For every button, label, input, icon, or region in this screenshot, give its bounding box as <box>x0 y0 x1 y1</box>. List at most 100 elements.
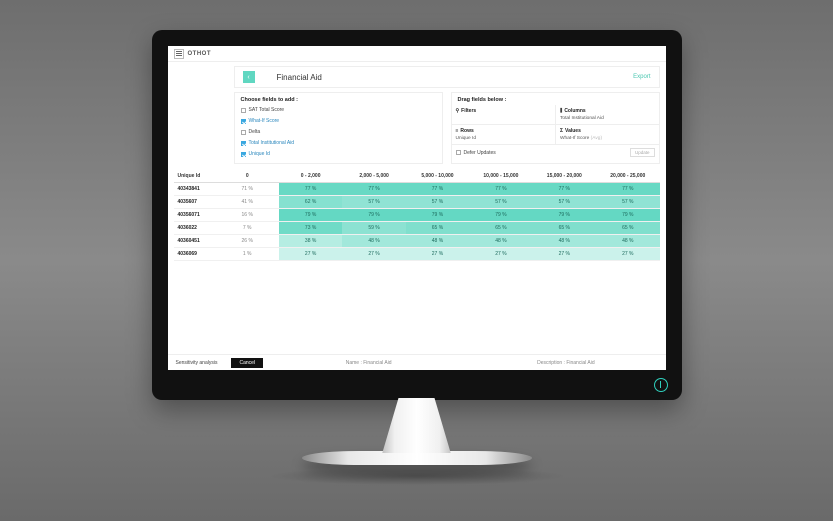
field-item[interactable]: SAT Total Score <box>241 107 436 113</box>
menu-icon[interactable] <box>174 49 184 59</box>
cell[interactable]: 73 % <box>279 222 342 235</box>
cell[interactable]: 57 % <box>342 196 405 209</box>
cell[interactable]: 77 % <box>469 183 532 196</box>
values-icon: Σ <box>560 128 563 134</box>
row-id[interactable]: 40343841 <box>174 183 216 196</box>
cell[interactable]: 79 % <box>279 209 342 222</box>
page-title: Financial Aid <box>263 73 626 82</box>
cell[interactable]: 48 % <box>596 235 659 248</box>
cell[interactable]: 27 % <box>533 248 596 261</box>
cell[interactable]: 27 % <box>469 248 532 261</box>
cell[interactable]: 57 % <box>469 196 532 209</box>
cell[interactable]: 59 % <box>342 222 405 235</box>
drag-panel: Drag fields below : ⚲Filters ⫼Columns To… <box>451 92 660 164</box>
field-label: Total Institutional Aid <box>249 140 295 146</box>
power-icon <box>654 378 668 392</box>
cell[interactable]: 27 % <box>596 248 659 261</box>
fields-panel: Choose fields to add : SAT Total ScoreWh… <box>234 92 443 164</box>
field-label: Delta <box>249 129 261 135</box>
page-header: ‹ Financial Aid Export <box>234 66 660 88</box>
filter-icon: ⚲ <box>456 108 460 114</box>
cell[interactable]: 27 % <box>279 248 342 261</box>
rows-label: Rows <box>460 128 473 134</box>
cell[interactable]: 57 % <box>596 196 659 209</box>
cell[interactable]: 79 % <box>342 209 405 222</box>
cell[interactable]: 77 % <box>533 183 596 196</box>
cell[interactable]: 79 % <box>469 209 532 222</box>
row-id[interactable]: 40356071 <box>174 209 216 222</box>
values-value[interactable]: What-If Score (Avg) <box>560 136 655 141</box>
col-header[interactable]: 10,000 - 15,000 <box>469 170 532 183</box>
rows-icon: ≡ <box>456 128 459 134</box>
name-label: Name : <box>346 360 362 366</box>
columns-label: Columns <box>564 108 585 114</box>
field-item[interactable]: Delta <box>241 129 436 135</box>
cell[interactable]: 57 % <box>533 196 596 209</box>
cell[interactable]: 79 % <box>596 209 659 222</box>
defer-label: Defer Updates <box>464 150 496 156</box>
rows-value[interactable]: Unique Id <box>456 136 552 141</box>
values-label: Values <box>565 128 581 134</box>
brand-label: OTHOT <box>188 51 212 57</box>
cell[interactable]: 62 % <box>279 196 342 209</box>
row-id[interactable]: 40360451 <box>174 235 216 248</box>
filters-label: Filters <box>461 108 476 114</box>
cell[interactable]: 48 % <box>469 235 532 248</box>
col-header[interactable]: 20,000 - 25,000 <box>596 170 659 183</box>
drag-heading: Drag fields below : <box>452 93 659 105</box>
cell[interactable]: 48 % <box>533 235 596 248</box>
cell[interactable]: 48 % <box>342 235 405 248</box>
col-header[interactable]: 0 <box>216 170 279 183</box>
cell[interactable]: 7 % <box>216 222 279 235</box>
field-checkbox[interactable] <box>241 141 246 146</box>
cell[interactable]: 77 % <box>406 183 469 196</box>
field-label: What-If Score <box>249 118 280 124</box>
cell[interactable]: 79 % <box>533 209 596 222</box>
cell[interactable]: 48 % <box>406 235 469 248</box>
col-header[interactable]: 0 - 2,000 <box>279 170 342 183</box>
cell[interactable]: 65 % <box>596 222 659 235</box>
field-checkbox[interactable] <box>241 130 246 135</box>
footer-bar: Sensitivity analysis Cancel Name : Finan… <box>168 354 666 370</box>
cancel-button[interactable]: Cancel <box>231 358 263 368</box>
chevron-left-icon: ‹ <box>247 74 249 81</box>
cell[interactable]: 65 % <box>406 222 469 235</box>
field-item[interactable]: What-If Score <box>241 118 436 124</box>
cell[interactable]: 65 % <box>469 222 532 235</box>
col-header[interactable]: 2,000 - 5,000 <box>342 170 405 183</box>
col-header[interactable]: 15,000 - 20,000 <box>533 170 596 183</box>
cell[interactable]: 26 % <box>216 235 279 248</box>
desc-value: Financial Aid <box>566 360 594 366</box>
cell[interactable]: 27 % <box>406 248 469 261</box>
cell[interactable]: 79 % <box>406 209 469 222</box>
cell[interactable]: 77 % <box>596 183 659 196</box>
col-header-id[interactable]: Unique Id <box>174 170 216 183</box>
field-checkbox[interactable] <box>241 152 246 157</box>
cell[interactable]: 16 % <box>216 209 279 222</box>
cell[interactable]: 71 % <box>216 183 279 196</box>
defer-checkbox[interactable] <box>456 150 461 155</box>
field-item[interactable]: Unique Id <box>241 151 436 157</box>
field-item[interactable]: Total Institutional Aid <box>241 140 436 146</box>
cell[interactable]: 1 % <box>216 248 279 261</box>
cell[interactable]: 41 % <box>216 196 279 209</box>
columns-value[interactable]: Total Institutional Aid <box>560 116 655 121</box>
cell[interactable]: 77 % <box>279 183 342 196</box>
row-id[interactable]: 4036022 <box>174 222 216 235</box>
col-header[interactable]: 5,000 - 10,000 <box>406 170 469 183</box>
row-id[interactable]: 4035607 <box>174 196 216 209</box>
cell[interactable]: 77 % <box>342 183 405 196</box>
field-checkbox[interactable] <box>241 108 246 113</box>
footer-title: Sensitivity analysis <box>176 360 218 366</box>
back-button[interactable]: ‹ <box>243 71 255 83</box>
topbar: OTHOT <box>168 46 666 62</box>
field-checkbox[interactable] <box>241 119 246 124</box>
cell[interactable]: 65 % <box>533 222 596 235</box>
cell[interactable]: 27 % <box>342 248 405 261</box>
update-button[interactable]: Update <box>630 148 655 157</box>
row-id[interactable]: 4036069 <box>174 248 216 261</box>
cell[interactable]: 57 % <box>406 196 469 209</box>
cell[interactable]: 38 % <box>279 235 342 248</box>
name-value: Financial Aid <box>363 360 391 366</box>
export-link[interactable]: Export <box>633 74 650 80</box>
